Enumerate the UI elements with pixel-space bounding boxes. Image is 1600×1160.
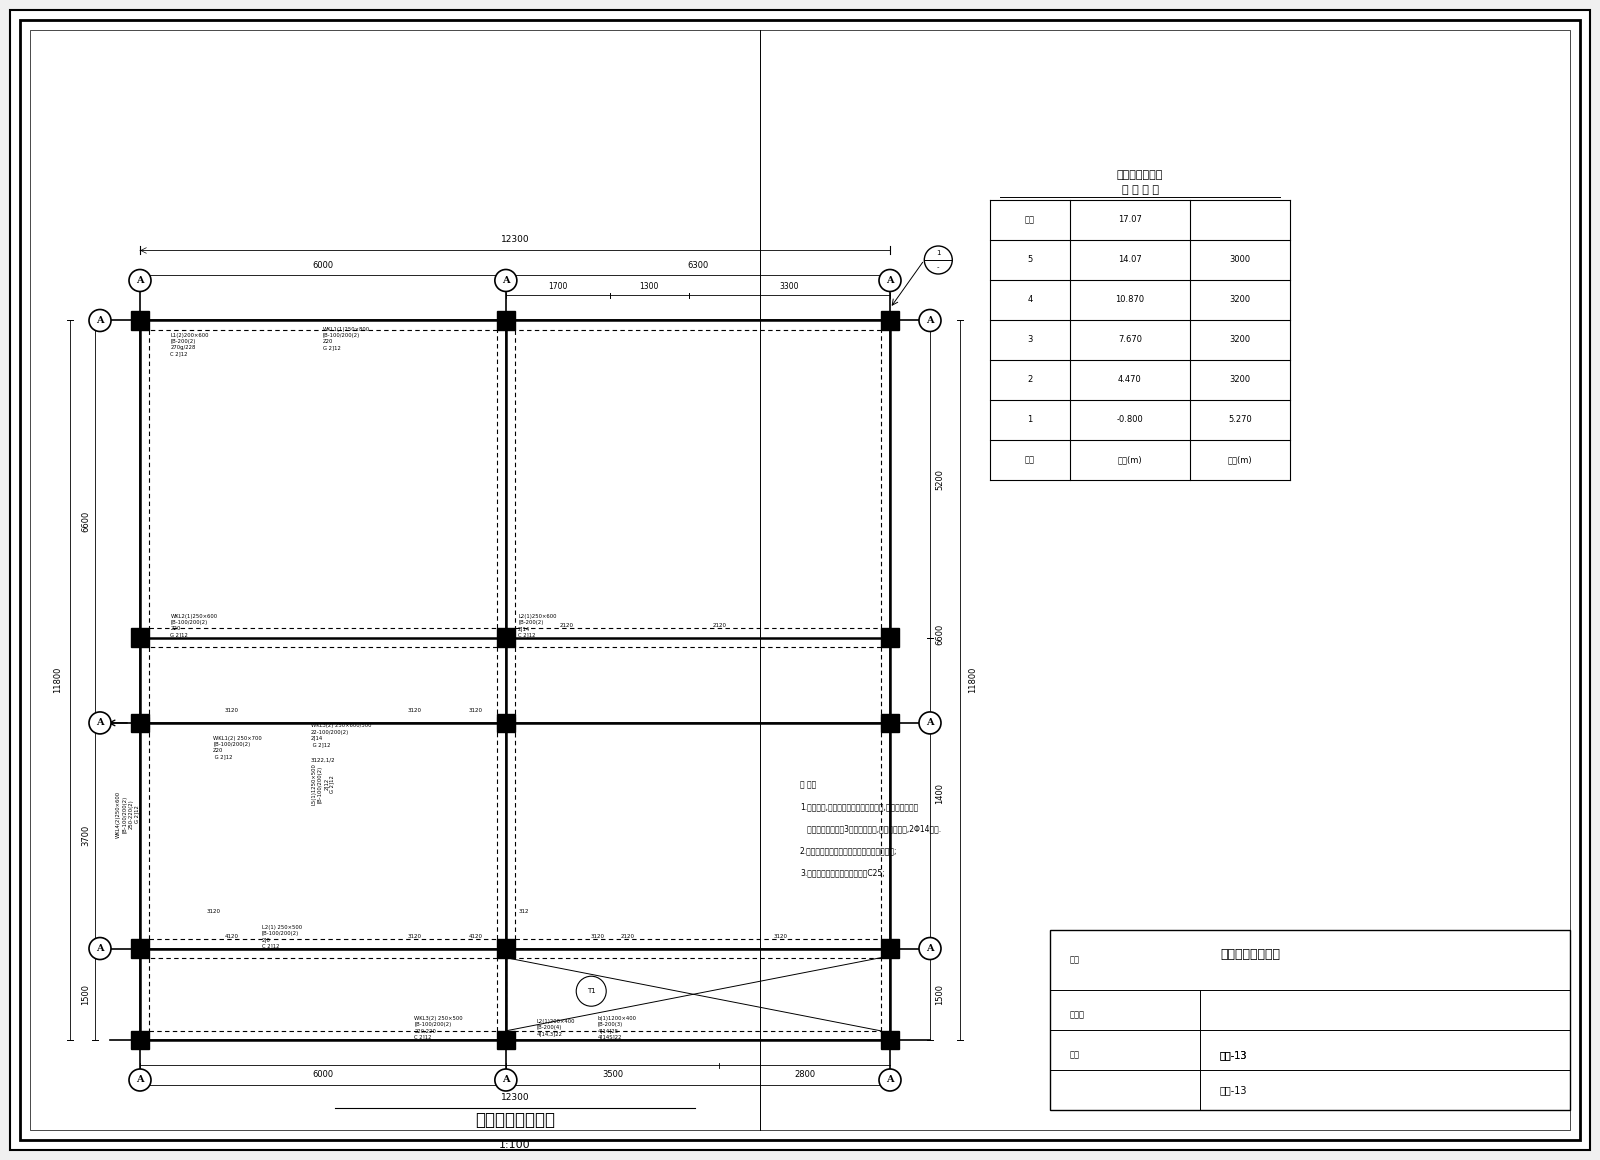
Bar — [496, 713, 515, 732]
Text: 层高(m): 层高(m) — [1227, 456, 1253, 464]
Bar — [496, 940, 515, 958]
Text: 3700: 3700 — [82, 825, 90, 847]
Text: 6000: 6000 — [312, 261, 333, 270]
Text: 2120: 2120 — [621, 934, 635, 938]
Bar — [496, 311, 515, 329]
Text: 4120: 4120 — [469, 934, 482, 938]
Text: A: A — [502, 276, 510, 285]
Text: WKL4(2)250×600
[B-100/200(2)
250-220(2)
G 2]12: WKL4(2)250×600 [B-100/200(2) 250-220(2) … — [117, 791, 139, 838]
Text: 1500: 1500 — [934, 984, 944, 1005]
Text: A: A — [926, 944, 934, 954]
Bar — [131, 940, 149, 958]
Text: 4120: 4120 — [224, 934, 238, 938]
Text: 1400: 1400 — [934, 783, 944, 804]
Text: 结构层楼面标高: 结构层楼面标高 — [1117, 171, 1163, 180]
Text: A: A — [926, 316, 934, 325]
Circle shape — [130, 1070, 150, 1092]
Circle shape — [878, 269, 901, 291]
Text: 14.07: 14.07 — [1118, 255, 1142, 264]
Text: 2120: 2120 — [560, 623, 574, 628]
Text: 11800: 11800 — [53, 667, 62, 694]
Bar — [496, 629, 515, 647]
Text: 标高(m): 标高(m) — [1118, 456, 1142, 464]
Text: 2.架位置未注明者，与柱边平齐或与柱中对齐;: 2.架位置未注明者，与柱边平齐或与柱中对齐; — [800, 846, 898, 855]
Text: WKL1(1)250×800
[B-100/200(2)
Z20
G 2]12: WKL1(1)250×800 [B-100/200(2) Z20 G 2]12 — [323, 327, 370, 350]
Text: 12300: 12300 — [501, 235, 530, 245]
Text: 设计号: 设计号 — [1070, 1010, 1085, 1020]
Text: WKL3(2) 250×600/500
22-100/200(2)
2]14
 G 2]12: WKL3(2) 250×600/500 22-100/200(2) 2]14 G… — [310, 724, 371, 747]
Text: 1300: 1300 — [640, 283, 659, 291]
Text: 1: 1 — [936, 251, 941, 256]
Text: A: A — [136, 1075, 144, 1085]
Text: 3120: 3120 — [773, 934, 787, 938]
Text: 4.470: 4.470 — [1118, 376, 1142, 384]
Bar — [131, 629, 149, 647]
Text: 10.870: 10.870 — [1115, 296, 1144, 304]
Text: A: A — [136, 276, 144, 285]
Bar — [882, 1031, 899, 1049]
Text: F: F — [96, 718, 104, 728]
Text: 结施-13: 结施-13 — [1221, 1050, 1248, 1060]
Bar — [882, 629, 899, 647]
Text: 6600: 6600 — [934, 624, 944, 645]
Text: 3120: 3120 — [590, 934, 605, 938]
Circle shape — [130, 269, 150, 291]
Text: 6000: 6000 — [312, 1070, 333, 1079]
Text: A: A — [886, 276, 894, 285]
Text: 5200: 5200 — [934, 469, 944, 490]
Text: 结 构 层 高: 结 构 层 高 — [1122, 184, 1158, 195]
Text: TL1: TL1 — [586, 992, 597, 998]
Text: 侧或柱子所侧各加3根箍筋（直径,腹筋同主梁）,2Φ14吊筋.: 侧或柱子所侧各加3根箍筋（直径,腹筋同主梁）,2Φ14吊筋. — [800, 824, 941, 833]
Bar — [882, 311, 899, 329]
Text: 1700: 1700 — [547, 283, 568, 291]
Text: 3120: 3120 — [408, 934, 421, 938]
Bar — [882, 940, 899, 958]
Text: 6600: 6600 — [82, 512, 90, 532]
Text: 1.除注明外,主次梁交接处处梁上起钻处,于主梁内次梁两: 1.除注明外,主次梁交接处处梁上起钻处,于主梁内次梁两 — [800, 802, 918, 811]
Text: -: - — [938, 264, 939, 270]
Circle shape — [925, 246, 952, 274]
Circle shape — [878, 1070, 901, 1092]
Text: 11800: 11800 — [968, 667, 978, 694]
Text: L2(1)200×400
[B-200(4)
4]14,3]22: L2(1)200×400 [B-200(4) 4]14,3]22 — [536, 1020, 574, 1037]
Text: 3.本层梁板混凝土强度等级均为C25;: 3.本层梁板混凝土强度等级均为C25; — [800, 868, 885, 877]
Text: 2: 2 — [1027, 376, 1032, 384]
Text: 17.07: 17.07 — [1118, 216, 1142, 225]
Text: 3120: 3120 — [469, 709, 482, 713]
Bar — [131, 713, 149, 732]
Bar — [131, 1031, 149, 1049]
Text: 5: 5 — [1027, 255, 1032, 264]
Text: 五层梁配筋平面图: 五层梁配筋平面图 — [1221, 949, 1280, 962]
Text: 1:100: 1:100 — [499, 1140, 531, 1150]
Circle shape — [494, 1070, 517, 1092]
Text: 1500: 1500 — [82, 984, 90, 1005]
Text: 3120: 3120 — [224, 709, 238, 713]
Circle shape — [576, 977, 606, 1006]
Text: 5.270: 5.270 — [1229, 415, 1251, 425]
Text: 图号: 图号 — [1070, 1051, 1080, 1059]
Text: 6300: 6300 — [688, 261, 709, 270]
Text: 3120: 3120 — [408, 709, 421, 713]
Text: L2(1) 250×500
[B-100/200(2)
2]0
C 2]12: L2(1) 250×500 [B-100/200(2) 2]0 C 2]12 — [262, 925, 302, 948]
Text: 说 明：: 说 明： — [800, 780, 816, 789]
Text: L5(1)1250×500
[B-100/200(2)
2]12
G 2]12: L5(1)1250×500 [B-100/200(2) 2]12 G 2]12 — [310, 763, 334, 805]
Text: 2120: 2120 — [712, 623, 726, 628]
Text: A: A — [502, 1075, 510, 1085]
Text: 结施-13: 结施-13 — [1221, 1050, 1248, 1060]
Text: 3300: 3300 — [779, 283, 798, 291]
Bar — [496, 1031, 515, 1049]
Text: 2800: 2800 — [794, 1070, 814, 1079]
Bar — [882, 713, 899, 732]
Text: 3122,1/2: 3122,1/2 — [310, 757, 336, 762]
Text: 3000: 3000 — [1229, 255, 1251, 264]
Text: A: A — [96, 316, 104, 325]
Text: A: A — [886, 1075, 894, 1085]
Text: T1: T1 — [587, 988, 595, 994]
Text: WKL3(2) 250×500
[B-100/200(2)
220,220
C 2]12: WKL3(2) 250×500 [B-100/200(2) 220,220 C … — [414, 1016, 462, 1039]
Bar — [131, 311, 149, 329]
Text: WKL1(2) 250×700
[B-100/200(2)
Z20
 G 2]12: WKL1(2) 250×700 [B-100/200(2) Z20 G 2]12 — [213, 735, 262, 759]
Text: 结施-13: 结施-13 — [1221, 1085, 1248, 1095]
Text: WKL2(1)250×600
[B-100/200(2)
Z20
G 2]12: WKL2(1)250×600 [B-100/200(2) Z20 G 2]12 — [171, 614, 218, 637]
Circle shape — [918, 310, 941, 332]
Text: 3: 3 — [1027, 335, 1032, 345]
